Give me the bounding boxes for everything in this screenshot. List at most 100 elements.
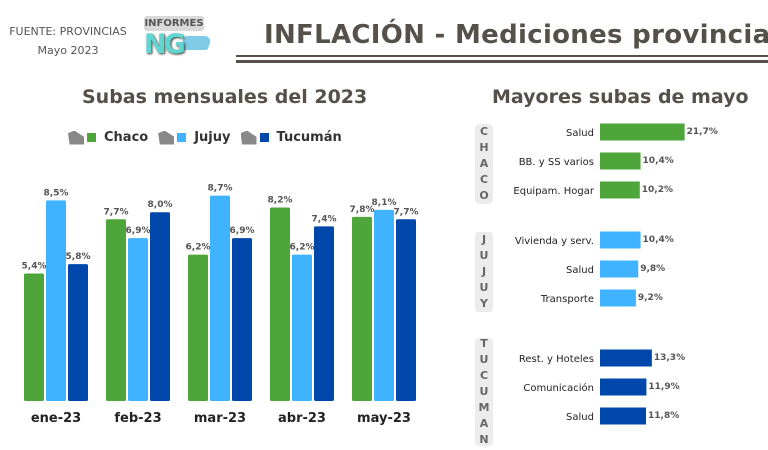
- data-label: 10,4%: [643, 156, 674, 166]
- legend-item-jujuy: Jujuy: [158, 130, 231, 145]
- data-label: 8,0%: [148, 200, 173, 210]
- data-label: 8,5%: [44, 188, 69, 198]
- data-label: 8,1%: [372, 198, 397, 208]
- legend-swatch-chaco: [87, 133, 96, 142]
- informes-ng-logo: INFORMES NG: [142, 16, 213, 64]
- legend-swatch-tucuman: [259, 133, 269, 142]
- province-letter: T: [480, 337, 488, 350]
- x-tick-label: mar-23: [194, 411, 246, 426]
- chart-legend: Chaco Jujuy Tucumán: [68, 130, 352, 145]
- province-letter: U: [479, 249, 489, 262]
- bar-jujuy-mar-23: [210, 195, 230, 401]
- data-label: 6,2%: [290, 243, 315, 253]
- bar-tucuman-mar-23: [232, 238, 252, 401]
- province-letter: C: [479, 173, 489, 186]
- province-letter: C: [479, 369, 489, 382]
- bar-jujuy-feb-23: [128, 238, 148, 401]
- province-letter: M: [478, 401, 490, 414]
- x-tick-label: feb-23: [114, 411, 161, 426]
- hbar-tucuman: [600, 407, 647, 425]
- province-letter: U: [479, 385, 489, 398]
- source-date: Mayo 2023: [37, 44, 99, 57]
- data-label: 9,8%: [640, 264, 665, 274]
- legend-item-tucuman: Tucumán: [240, 130, 342, 145]
- bar-tucuman-feb-23: [150, 212, 170, 401]
- province-letter: H: [479, 141, 489, 154]
- data-label: 7,7%: [104, 207, 129, 217]
- province-letter: U: [479, 281, 489, 294]
- data-label: 8,2%: [268, 195, 293, 205]
- data-label: 7,7%: [394, 207, 419, 217]
- legend-swatch-jujuy: [177, 133, 187, 142]
- data-label: 10,2%: [642, 185, 673, 195]
- data-label: 6,9%: [126, 226, 151, 236]
- data-label: 5,4%: [22, 262, 47, 272]
- data-label: 13,3%: [654, 353, 685, 363]
- category-label: Equipam. Hogar: [513, 186, 594, 197]
- data-label: 8,7%: [208, 184, 233, 194]
- data-label: 21,7%: [687, 127, 718, 137]
- x-tick-label: may-23: [357, 411, 411, 426]
- source-label: FUENTE: PROVINCIAS: [9, 25, 127, 38]
- category-label: Salud: [566, 128, 594, 139]
- category-label: Transporte: [540, 294, 594, 305]
- category-label: Salud: [566, 412, 594, 423]
- province-letter: Y: [480, 297, 488, 310]
- hbar-jujuy: [600, 260, 639, 278]
- x-tick-label: ene-23: [31, 411, 81, 426]
- province-letter: A: [479, 157, 489, 170]
- logo-tag: INFORMES: [144, 16, 204, 31]
- data-label: 11,9%: [648, 382, 679, 392]
- bar-tucuman-abr-23: [314, 226, 334, 401]
- province-letter: O: [479, 189, 489, 202]
- province-letter: U: [479, 353, 489, 366]
- bar-tucuman-ene-23: [68, 264, 88, 401]
- category-label: Vivienda y serv.: [515, 236, 594, 247]
- province-letter: A: [479, 417, 489, 430]
- x-tick-label: abr-23: [278, 411, 326, 426]
- bar-jujuy-ene-23: [46, 200, 66, 401]
- hbar-tucuman: [600, 378, 647, 396]
- data-label: 7,8%: [350, 205, 375, 215]
- data-label: 11,8%: [648, 411, 679, 421]
- category-label: Comunicación: [523, 382, 594, 394]
- may-chart-title: Mayores subas de mayo: [492, 86, 749, 108]
- bar-tucuman-may-23: [396, 219, 416, 401]
- hbar-chaco: [600, 123, 685, 141]
- bar-chaco-ene-23: [24, 273, 44, 401]
- legend-item-chaco: Chaco: [68, 130, 148, 145]
- data-label: 9,2%: [638, 293, 663, 303]
- legend-label: Tucumán: [276, 130, 342, 145]
- page-title: INFLACIÓN - Mediciones provinciales: [264, 20, 768, 50]
- category-label: BB. y SS varios: [519, 157, 594, 168]
- province-letter: C: [479, 125, 489, 138]
- hbar-tucuman: [600, 349, 652, 367]
- hbar-jujuy: [600, 231, 641, 249]
- source-note: FUENTE: PROVINCIAS Mayo 2023: [8, 22, 128, 60]
- category-label: Rest. y Hoteles: [519, 354, 594, 365]
- legend-label: Chaco: [104, 130, 149, 145]
- monthly-bar-chart: 5,4% 8,5% 5,8% ene-23 7,7% 6,9% 8,0% feb-23 6,2%…: [22, 184, 419, 426]
- data-label: 5,8%: [66, 252, 91, 262]
- logo-text: NG: [144, 29, 186, 60]
- title-divider-thick: [236, 60, 768, 63]
- data-label: 7,4%: [312, 214, 337, 224]
- data-label: 6,9%: [230, 226, 255, 236]
- bar-chaco-mar-23: [188, 254, 208, 401]
- bar-chaco-feb-23: [106, 219, 126, 401]
- title-divider: [236, 55, 768, 57]
- may-hbar-chart: Salud 21,7% BB. y SS varios 10,4% Equipam. H…: [513, 123, 718, 425]
- hbar-jujuy: [600, 289, 636, 307]
- monthly-chart-title: Subas mensuales del 2023: [82, 86, 368, 108]
- province-letter: N: [479, 433, 489, 446]
- data-label: 6,2%: [186, 243, 211, 253]
- province-letter: J: [481, 265, 487, 278]
- bar-jujuy-may-23: [374, 209, 394, 401]
- hbar-chaco: [600, 181, 640, 199]
- data-label: 10,4%: [643, 235, 674, 245]
- hbar-chaco: [600, 152, 641, 170]
- bar-chaco-may-23: [352, 216, 372, 401]
